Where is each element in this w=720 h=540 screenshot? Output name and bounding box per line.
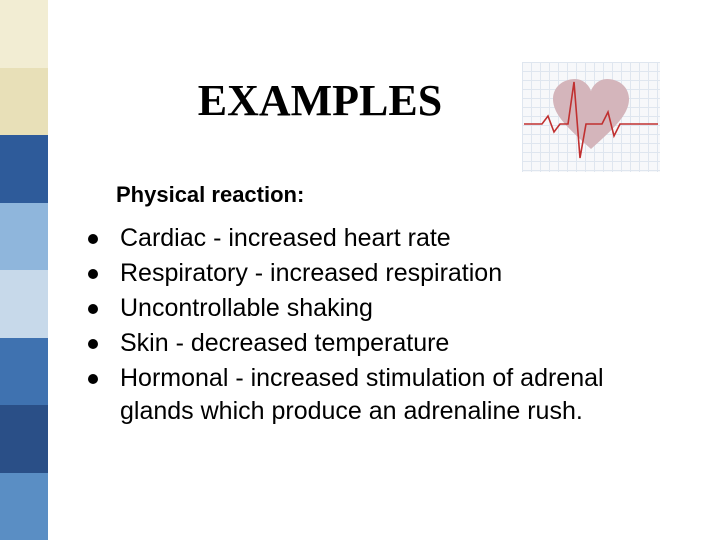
sidebar-stripe [0,0,48,68]
sidebar-stripe [0,405,48,473]
list-item: Hormonal - increased stimulation of adre… [88,362,672,428]
sidebar-stripe [0,203,48,271]
sidebar-stripe [0,135,48,203]
list-item-text: Uncontrollable shaking [120,292,373,325]
ecg-line [522,62,660,172]
list-item-text: Cardiac - increased heart rate [120,222,451,255]
bullet-list: Cardiac - increased heart rateRespirator… [88,222,672,430]
sidebar-stripe [0,473,48,540]
bullet-icon [88,269,98,279]
bullet-icon [88,304,98,314]
list-item-text: Respiratory - increased respiration [120,257,502,290]
heart-ecg-image [522,62,660,172]
bullet-icon [88,374,98,384]
sidebar-stripe [0,338,48,406]
list-item-text: Skin - decreased temperature [120,327,449,360]
list-item: Skin - decreased temperature [88,327,672,360]
sidebar-stripe [0,270,48,338]
list-item: Cardiac - increased heart rate [88,222,672,255]
list-item-text: Hormonal - increased stimulation of adre… [120,362,672,428]
list-item: Respiratory - increased respiration [88,257,672,290]
bullet-icon [88,339,98,349]
slide-title: EXAMPLES [198,75,442,126]
bullet-icon [88,234,98,244]
list-item: Uncontrollable shaking [88,292,672,325]
section-subtitle: Physical reaction: [116,182,304,208]
